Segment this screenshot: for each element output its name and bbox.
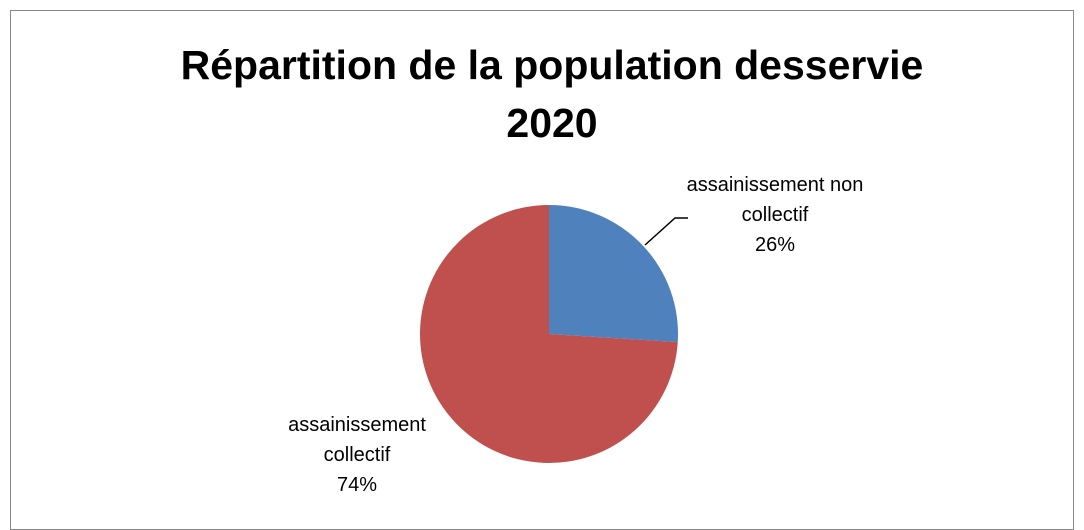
value-label: 74%	[336, 474, 378, 496]
value-label: 26%	[754, 234, 796, 256]
pie-slice	[549, 205, 678, 343]
chart	[420, 205, 688, 464]
data-label: assainissement collectif 74%	[267, 410, 447, 500]
category-label: assainissement non collectif	[686, 174, 864, 226]
chart-title: Répartition de la population desservie 2…	[180, 42, 924, 146]
category-label: assainissement collectif	[288, 414, 426, 466]
page: Répartition de la population desservie 2…	[10, 10, 1074, 530]
pie-slice	[420, 205, 678, 464]
data-label: assainissement non collectif 26%	[685, 170, 865, 260]
leader-line	[644, 217, 688, 246]
